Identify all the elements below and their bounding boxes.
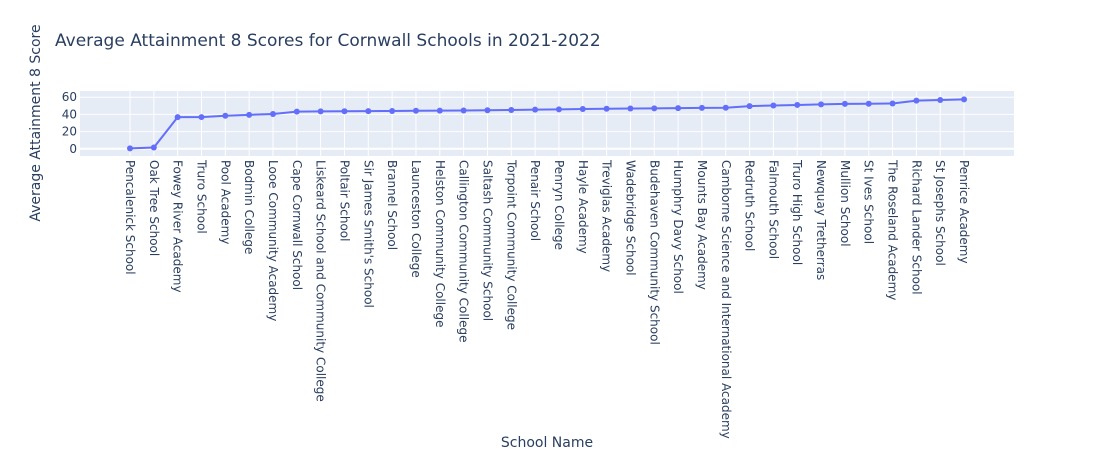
data-point[interactable] bbox=[555, 106, 562, 113]
plot-area bbox=[80, 91, 1014, 156]
x-tick-label: Sir James Smith's School bbox=[361, 160, 375, 308]
x-tick-label: Cape Cornwall School bbox=[290, 160, 304, 290]
x-tick-label: Saltash Community School bbox=[480, 160, 494, 321]
x-tick-label: Fowey River Academy bbox=[171, 160, 185, 293]
y-tick-label: 40 bbox=[62, 107, 77, 121]
data-point[interactable] bbox=[913, 97, 920, 104]
data-point[interactable] bbox=[389, 107, 396, 114]
y-axis-title: Average Attainment 8 Score bbox=[28, 24, 44, 221]
data-point[interactable] bbox=[174, 114, 181, 121]
x-tick-label: Budehaven Community School bbox=[647, 160, 661, 345]
x-tick-label: Truro High School bbox=[790, 159, 804, 265]
x-tick-label: Falmouth School bbox=[766, 160, 780, 259]
data-point[interactable] bbox=[222, 112, 229, 119]
x-tick-label: Penair School bbox=[528, 160, 542, 241]
data-point[interactable] bbox=[460, 107, 467, 114]
x-tick-label: Mounts Bay Academy bbox=[695, 160, 709, 290]
data-point[interactable] bbox=[961, 96, 968, 103]
data-point[interactable] bbox=[627, 105, 634, 112]
data-point[interactable] bbox=[675, 105, 682, 112]
data-point[interactable] bbox=[484, 107, 491, 114]
data-point[interactable] bbox=[722, 104, 729, 111]
data-point[interactable] bbox=[532, 106, 539, 113]
x-tick-label: Oak Tree School bbox=[147, 160, 161, 256]
x-tick-label: The Roseland Academy bbox=[886, 159, 900, 300]
x-tick-label: Callington Community College bbox=[457, 160, 471, 342]
data-point[interactable] bbox=[579, 105, 586, 112]
x-tick-label: St Josephs School bbox=[933, 160, 947, 266]
data-point[interactable] bbox=[150, 144, 157, 151]
data-point[interactable] bbox=[317, 108, 324, 115]
grid bbox=[80, 91, 1014, 156]
series-line-group bbox=[129, 98, 965, 150]
data-point[interactable] bbox=[746, 103, 753, 110]
data-point[interactable] bbox=[412, 107, 419, 114]
x-axis-title: School Name bbox=[501, 435, 593, 450]
data-point[interactable] bbox=[651, 105, 658, 112]
x-tick-label: Redruth School bbox=[743, 160, 757, 251]
data-point[interactable] bbox=[269, 110, 276, 117]
x-tick-label: Wadebridge School bbox=[623, 160, 637, 276]
data-point[interactable] bbox=[508, 107, 515, 114]
data-point[interactable] bbox=[698, 104, 705, 111]
x-tick-label: St Ives School bbox=[862, 160, 876, 244]
data-point[interactable] bbox=[841, 100, 848, 107]
data-point[interactable] bbox=[365, 108, 372, 115]
x-tick-label: Penrice Academy bbox=[957, 160, 971, 264]
y-tick-label: 60 bbox=[62, 90, 77, 104]
x-tick-label: Looe Community Academy bbox=[266, 160, 280, 321]
data-point[interactable] bbox=[198, 114, 205, 121]
data-point[interactable] bbox=[293, 108, 300, 115]
data-point[interactable] bbox=[818, 101, 825, 108]
x-tick-label: Truro School bbox=[194, 159, 208, 234]
x-tick-label: Mullion School bbox=[838, 160, 852, 247]
chart-title: Average Attainment 8 Scores for Cornwall… bbox=[55, 31, 601, 51]
x-tick-label: Hayle Academy bbox=[576, 160, 590, 254]
x-tick-label: Newquay Tretherras bbox=[814, 160, 828, 280]
data-point[interactable] bbox=[436, 107, 443, 114]
y-axis-ticks: 0 20 40 60 bbox=[62, 90, 77, 156]
x-tick-label: Treviglas Academy bbox=[600, 159, 614, 272]
x-tick-label: Launceston College bbox=[409, 160, 423, 278]
data-point[interactable] bbox=[341, 108, 348, 115]
series-line bbox=[129, 98, 965, 150]
x-tick-label: Penryn College bbox=[552, 160, 566, 250]
x-tick-label: Torpoint Community College bbox=[504, 159, 518, 330]
x-tick-label: Bodmin College bbox=[242, 160, 256, 254]
data-point[interactable] bbox=[937, 96, 944, 103]
data-point[interactable] bbox=[246, 111, 253, 118]
x-tick-label: Richard Lander School bbox=[909, 160, 923, 295]
data-point[interactable] bbox=[770, 102, 777, 109]
x-tick-label: Pencalenick School bbox=[123, 160, 137, 275]
x-tick-label: Helston Community College bbox=[433, 160, 447, 328]
x-tick-label: Liskeard School and Community College bbox=[314, 160, 328, 402]
x-axis-ticks: Pencalenick School Oak Tree School Fowey R… bbox=[123, 159, 971, 439]
data-point[interactable] bbox=[127, 145, 133, 152]
x-tick-label: Brannel School bbox=[385, 160, 399, 250]
x-tick-label: Poltair School bbox=[337, 160, 351, 241]
x-tick-label: Humphry Davy School bbox=[671, 160, 685, 294]
data-points bbox=[127, 96, 968, 152]
data-point[interactable] bbox=[794, 101, 801, 108]
x-tick-label: Camborne Science and International Acade… bbox=[719, 160, 733, 439]
data-point[interactable] bbox=[889, 100, 896, 107]
data-point[interactable] bbox=[865, 100, 872, 107]
y-tick-label: 20 bbox=[62, 125, 77, 139]
data-point[interactable] bbox=[603, 105, 610, 112]
y-tick-label: 0 bbox=[69, 142, 77, 156]
x-tick-label: Pool Academy bbox=[218, 160, 232, 244]
